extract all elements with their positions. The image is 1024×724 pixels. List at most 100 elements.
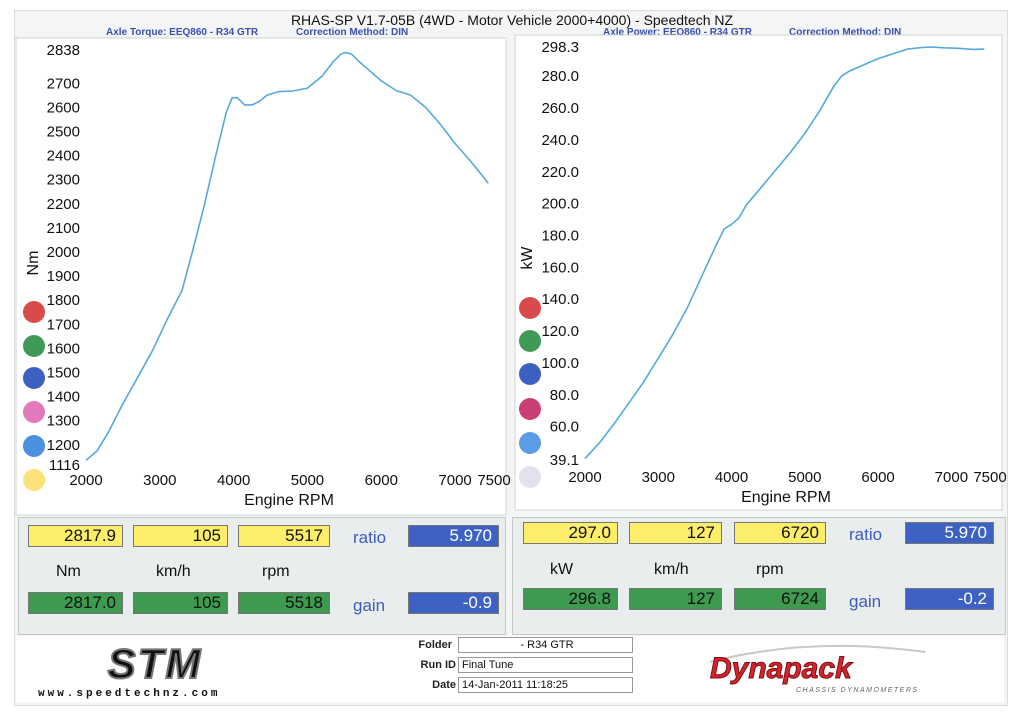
right-legend-dot-0[interactable]: [519, 297, 541, 319]
dynapack-logo-text: Dynapack: [710, 652, 853, 685]
left-x-tick-0: 2000: [69, 472, 102, 489]
left-top-value-3: 5517: [238, 525, 330, 547]
left-unit-2: km/h: [156, 563, 191, 580]
left-y-tick-8: 2000: [47, 244, 80, 261]
left-ratio-value: 5.970: [408, 525, 499, 547]
right-y-tick-4: 220.0: [541, 164, 579, 181]
right-x-axis-label: Engine RPM: [741, 489, 831, 506]
left-legend-dot-1[interactable]: [23, 335, 45, 357]
right-y-tick-10: 100.0: [541, 355, 579, 372]
right-gain-value: -0.2: [905, 588, 994, 610]
date-label: Date: [432, 679, 456, 691]
left-ratio-label: ratio: [353, 528, 387, 547]
right-axle-label: Axle Power: EEQ860 - R34 GTR: [603, 27, 752, 38]
right-top-value-3: 6720: [734, 522, 826, 544]
left-legend-dot-3[interactable]: [23, 401, 45, 423]
dynapack-tagline: CHASSIS DYNAMOMETERS: [796, 687, 919, 694]
left-gain-label: gain: [353, 596, 386, 615]
left-legend-dot-4[interactable]: [23, 435, 45, 457]
right-y-tick-11: 80.0: [550, 387, 579, 404]
left-x-tick-4: 6000: [365, 472, 398, 489]
runid-label: Run ID: [420, 659, 456, 671]
right-x-tick-6: 7500: [973, 469, 1006, 486]
left-axle-label: Axle Torque: EEQ860 - R34 GTR: [106, 27, 259, 38]
right-legend-dot-1[interactable]: [519, 330, 541, 352]
right-y-tick-1: 280.0: [541, 68, 579, 85]
left-x-tick-6: 7500: [477, 472, 510, 489]
right-y-tick-8: 140.0: [541, 291, 579, 308]
runid-value: Final Tune: [458, 657, 633, 673]
left-top-value-2: 105: [133, 525, 228, 547]
right-legend-dot-3[interactable]: [519, 398, 541, 420]
left-legend-dot-5[interactable]: [23, 469, 45, 491]
left-series-line-0: [85, 51, 489, 462]
date-value: 14-Jan-2011 11:18:25: [458, 677, 633, 693]
left-gain-value: -0.9: [408, 592, 499, 614]
left-y-tick-10: 1800: [47, 292, 80, 309]
right-top-value-2: 127: [629, 522, 722, 544]
right-x-tick-2: 4000: [715, 469, 748, 486]
right-ratio-value: 5.970: [905, 522, 994, 544]
left-y-axis-label: Nm: [25, 251, 42, 276]
folder-label: Folder: [418, 639, 452, 651]
report-footer: STM www.speedtechnz.com Folder - R34 GTR…: [16, 636, 1004, 702]
folder-value: - R34 GTR: [458, 637, 633, 653]
stm-logo: STM www.speedtechnz.com: [38, 639, 220, 700]
left-unit-3: rpm: [262, 563, 290, 580]
left-unit-1: Nm: [56, 563, 81, 580]
left-y-tick-2: 2600: [47, 99, 80, 116]
right-top-value-1: 297.0: [523, 522, 618, 544]
right-y-tick-3: 240.0: [541, 132, 579, 149]
right-legend-dot-2[interactable]: [519, 363, 541, 385]
left-y-tick-11: 1700: [47, 316, 80, 333]
left-x-tick-5: 7000: [438, 472, 471, 489]
right-x-tick-0: 2000: [568, 469, 601, 486]
left-legend-dot-0[interactable]: [23, 301, 45, 323]
right-series-line-0: [584, 46, 985, 460]
left-y-tick-9: 1900: [47, 268, 80, 285]
report-title: RHAS-SP V1.7-05B (4WD - Motor Vehicle 20…: [290, 12, 734, 28]
left-y-tick-16: 1200: [47, 437, 80, 454]
right-y-tick-7: 160.0: [541, 259, 579, 276]
left-y-tick-7: 2100: [47, 220, 80, 237]
left-x-tick-1: 3000: [143, 472, 176, 489]
right-gain-label: gain: [849, 592, 882, 611]
left-y-tick-0: 2838: [47, 42, 80, 59]
left-x-axis-label: Engine RPM: [244, 492, 334, 509]
right-y-tick-12: 60.0: [550, 419, 579, 436]
website-text: www.speedtechnz.com: [38, 688, 220, 700]
right-bottom-value-1: 296.8: [523, 588, 618, 610]
left-top-value-1: 2817.9: [28, 525, 123, 547]
right-y-tick-2: 260.0: [541, 100, 579, 117]
right-ratio-label: ratio: [849, 525, 883, 544]
right-legend-dot-4[interactable]: [519, 432, 541, 454]
right-correction-label: Correction Method: DIN: [789, 27, 902, 38]
right-y-tick-9: 120.0: [541, 323, 579, 340]
left-y-tick-5: 2300: [47, 172, 80, 189]
left-plot-area: [15, 37, 507, 516]
left-y-tick-13: 1500: [47, 364, 80, 381]
right-x-tick-4: 6000: [861, 469, 894, 486]
right-x-tick-5: 7000: [935, 469, 968, 486]
left-bottom-value-2: 105: [133, 592, 228, 614]
right-legend-dot-5[interactable]: [519, 466, 541, 488]
right-x-tick-3: 5000: [788, 469, 821, 486]
right-y-axis-label: kW: [519, 246, 536, 270]
left-y-tick-17: 1116: [49, 457, 80, 474]
left-legend-dot-2[interactable]: [23, 367, 45, 389]
right-y-tick-13: 39.1: [550, 452, 579, 469]
right-bottom-value-3: 6724: [734, 588, 826, 610]
dynapack-logo: Dynapack CHASSIS DYNAMOMETERS: [710, 644, 926, 694]
right-y-tick-6: 180.0: [541, 227, 579, 244]
right-plot-area: [514, 34, 1003, 511]
left-bottom-value-1: 2817.0: [28, 592, 123, 614]
right-unit-1: kW: [550, 561, 574, 578]
stm-logo-text: STM: [108, 640, 203, 687]
left-y-tick-14: 1400: [47, 389, 80, 406]
left-y-tick-4: 2400: [47, 148, 80, 165]
left-y-tick-15: 1300: [47, 413, 80, 430]
left-y-tick-12: 1600: [47, 340, 80, 357]
right-x-tick-1: 3000: [642, 469, 675, 486]
right-unit-2: km/h: [654, 561, 689, 578]
